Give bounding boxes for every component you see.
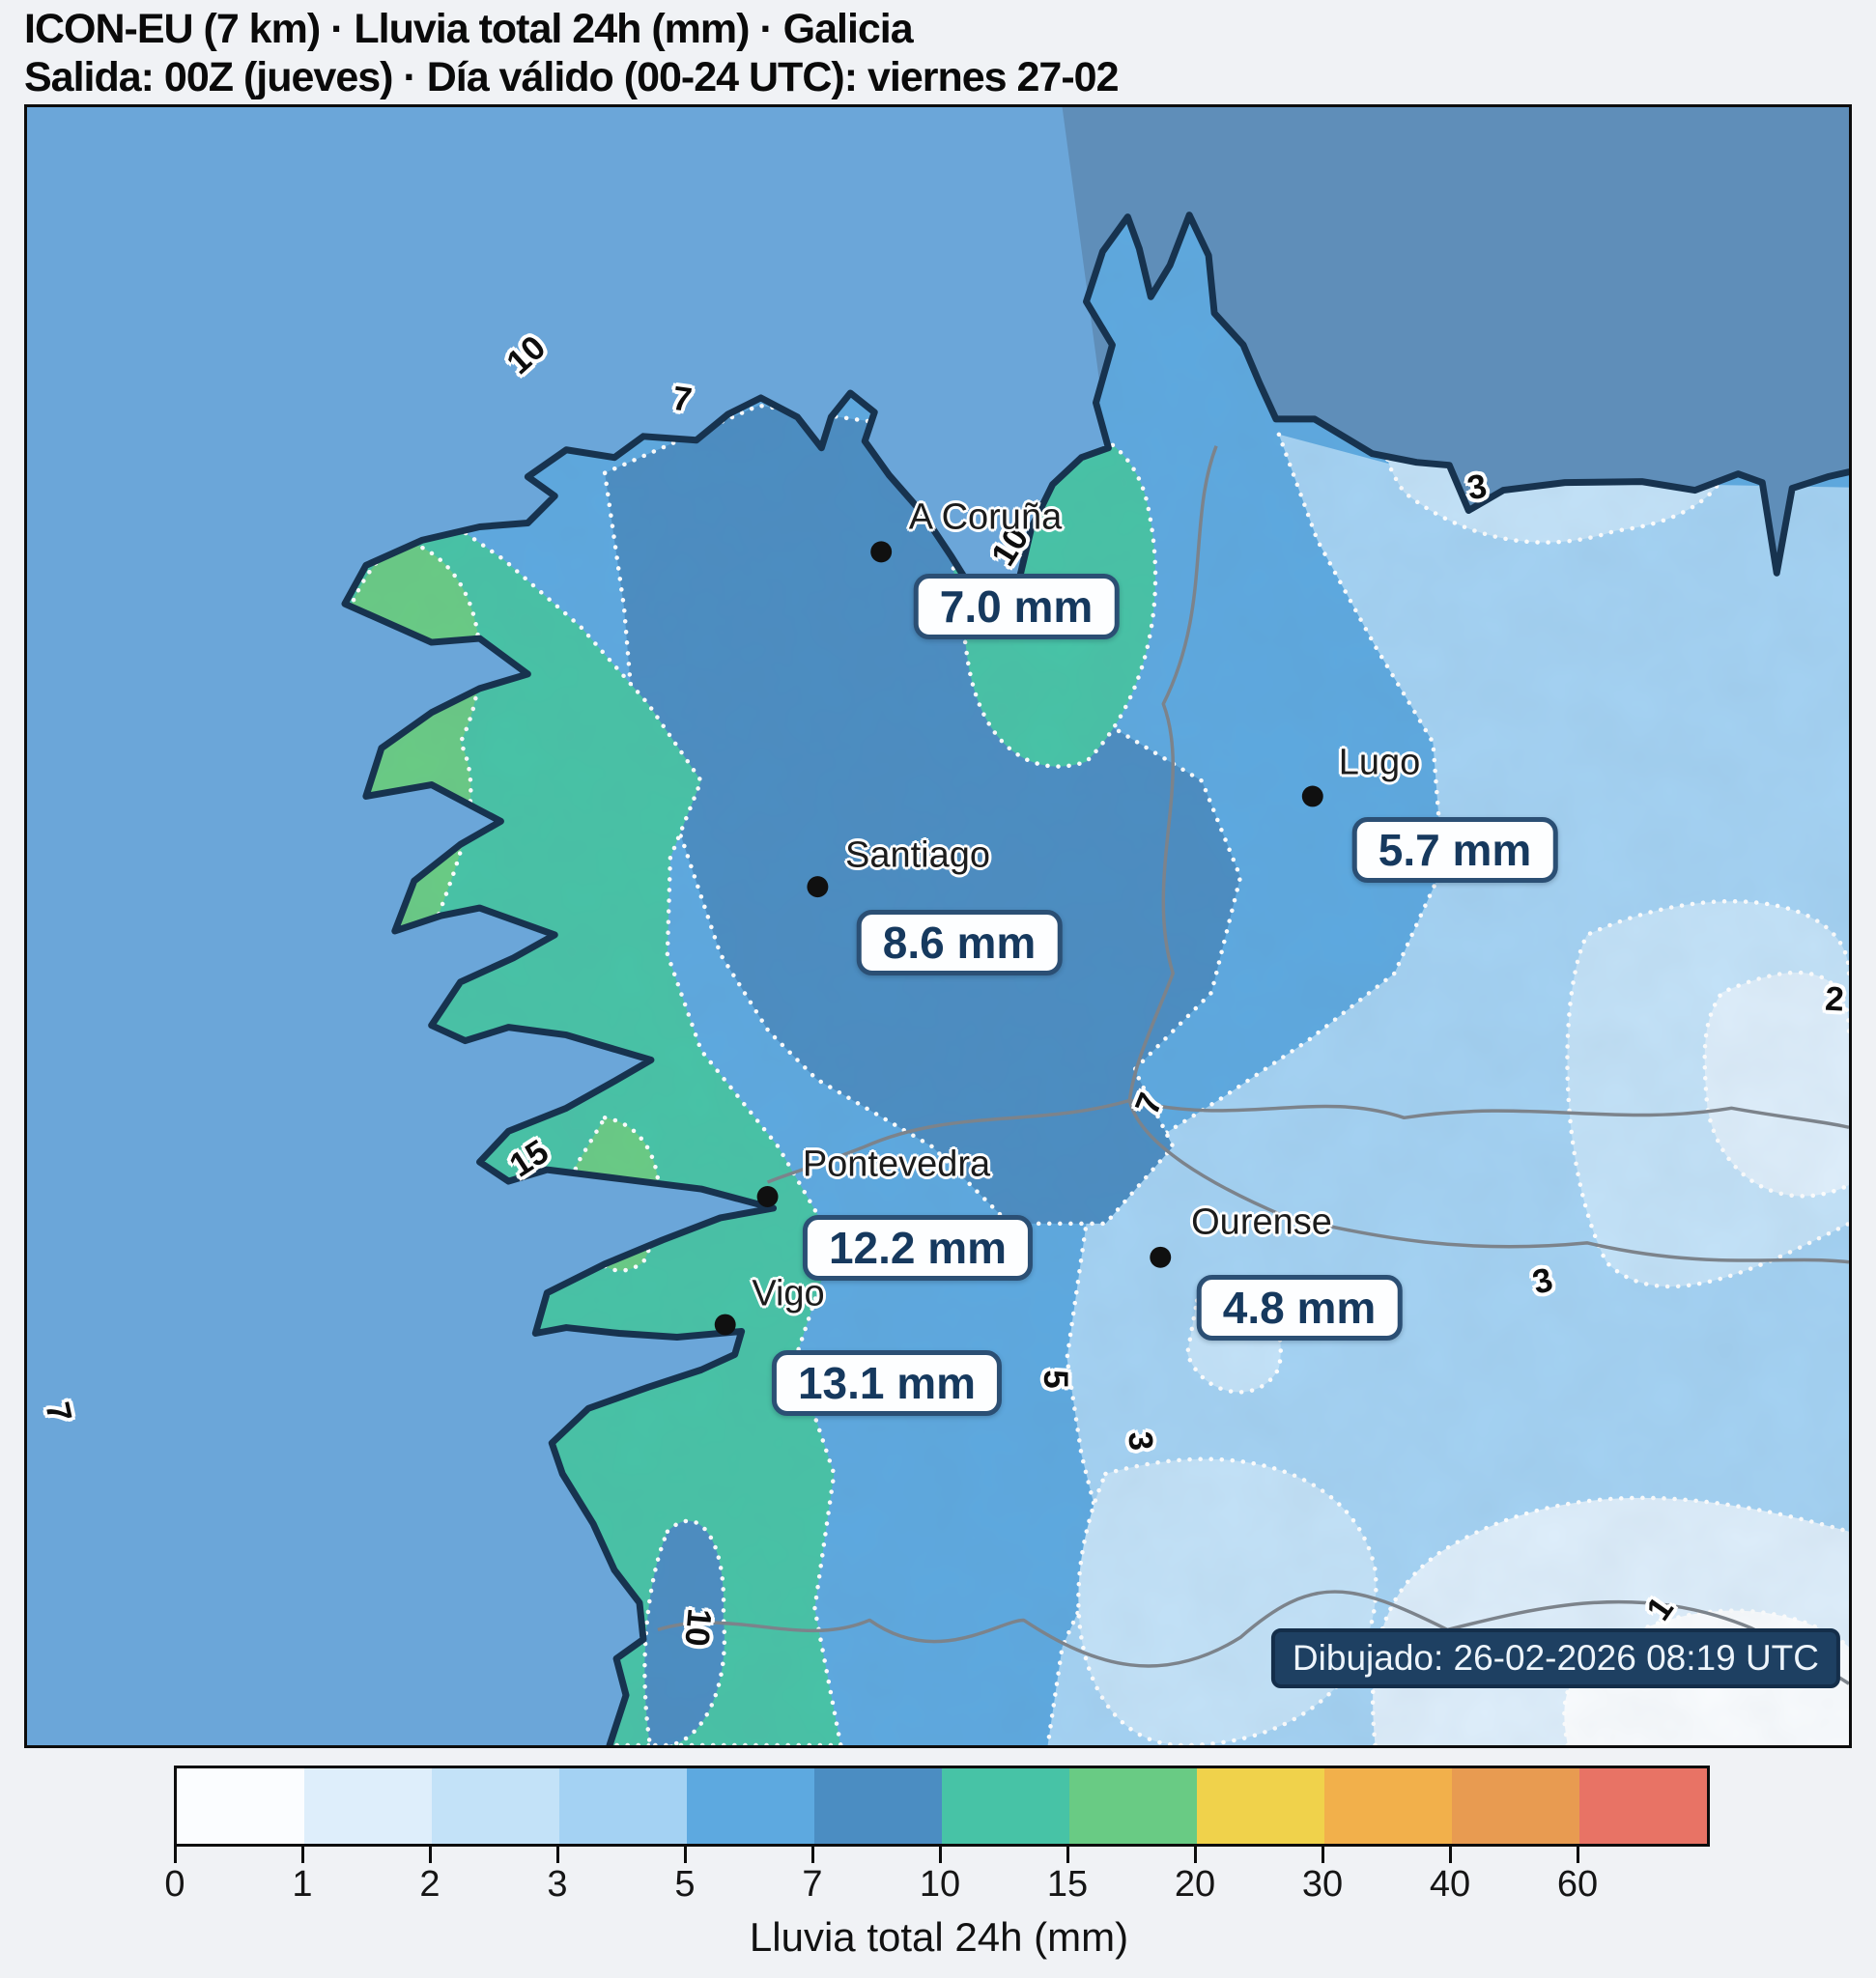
colorbar-tick (174, 1844, 177, 1863)
colorbar-tick (684, 1844, 687, 1863)
city-dot-pontevedra (756, 1186, 779, 1207)
value-badge-vigo: 13.1 mm (771, 1350, 1003, 1416)
value-badge-santiago: 8.6 mm (856, 910, 1063, 975)
title-line-1: ICON-EU (7 km) · Lluvia total 24h (mm) ·… (24, 6, 914, 52)
city-label-pontevedra: Pontevedra (802, 1144, 991, 1185)
colorbar-segment (1452, 1768, 1579, 1844)
city-label-vigo: Vigo (752, 1273, 825, 1314)
drawn-timestamp-badge: Dibujado: 26-02-2026 08:19 UTC (1270, 1628, 1840, 1688)
colorbar-segment (559, 1768, 687, 1844)
title-line-2: Salida: 00Z (jueves) · Día válido (00-24… (24, 53, 1119, 100)
colorbar-title: Lluvia total 24h (mm) (749, 1914, 1129, 1960)
colorbar-segment (942, 1768, 1069, 1844)
city-label-ourense: Ourense (1191, 1201, 1332, 1243)
colorbar-tick (301, 1844, 304, 1863)
colorbar-tick (1194, 1844, 1197, 1863)
contour-label: 2 (1824, 979, 1845, 1019)
colorbar-segment (687, 1768, 814, 1844)
contour-label: 5 (1037, 1370, 1074, 1389)
colorbar-tick-label: 1 (292, 1864, 313, 1905)
city-dot-santiago (807, 876, 829, 898)
colorbar (174, 1766, 1710, 1847)
colorbar-tick (939, 1844, 942, 1863)
city-dot-lugo (1301, 785, 1323, 807)
province-borders (657, 445, 1849, 1685)
colorbar-tick (429, 1844, 432, 1863)
city-label-santiago: Santiago (844, 834, 991, 876)
colorbar-tick-label: 3 (547, 1864, 568, 1905)
value-badge-lugo: 5.7 mm (1351, 817, 1558, 883)
colorbar-tick-label: 20 (1174, 1864, 1216, 1905)
colorbar-tick (556, 1844, 559, 1863)
colorbar-segment (814, 1768, 942, 1844)
colorbar-tick (1577, 1844, 1579, 1863)
value-badge-a-coruna: 7.0 mm (913, 574, 1120, 639)
colorbar-tick-label: 2 (419, 1864, 441, 1905)
city-label-a-coruna: A Coruña (908, 496, 1063, 538)
colorbar-tick (1066, 1844, 1069, 1863)
colorbar-tick (1322, 1844, 1324, 1863)
city-dots (714, 541, 1323, 1336)
coastline (341, 212, 1849, 1745)
colorbar-segment (1197, 1768, 1324, 1844)
colorbar-segment (1324, 1768, 1452, 1844)
colorbar-segment (177, 1768, 304, 1844)
value-badge-ourense: 4.8 mm (1196, 1275, 1403, 1341)
colorbar-tick-label: 0 (164, 1864, 185, 1905)
contour-label: 10 (677, 1606, 719, 1649)
colorbar-tick-label: 7 (802, 1864, 823, 1905)
title-block: ICON-EU (7 km) · Lluvia total 24h (mm) ·… (24, 6, 1119, 102)
colorbar-segment (1069, 1768, 1197, 1844)
colorbar-tick-label: 30 (1301, 1864, 1344, 1905)
city-dot-ourense (1150, 1246, 1172, 1268)
colorbar-tick (1449, 1844, 1452, 1863)
colorbar-tick (811, 1844, 814, 1863)
map-canvas (24, 104, 1852, 1748)
colorbar-tick-label: 40 (1429, 1864, 1471, 1905)
colorbar-tick-label: 15 (1046, 1864, 1089, 1905)
sea-north (1062, 107, 1849, 574)
value-badge-pontevedra: 12.2 mm (802, 1215, 1034, 1281)
map-svg (27, 107, 1849, 1745)
colorbar-segment (304, 1768, 432, 1844)
colorbar-tick-label: 60 (1556, 1864, 1599, 1905)
colorbar-tick-label: 10 (919, 1864, 961, 1905)
city-label-lugo: Lugo (1338, 742, 1421, 783)
city-dot-vigo (714, 1314, 736, 1336)
colorbar-segment (432, 1768, 559, 1844)
city-dot-a-coruna (870, 541, 893, 563)
colorbar-segment (1579, 1768, 1707, 1844)
contour-label: 3 (1121, 1429, 1160, 1453)
colorbar-tick-label: 5 (674, 1864, 696, 1905)
